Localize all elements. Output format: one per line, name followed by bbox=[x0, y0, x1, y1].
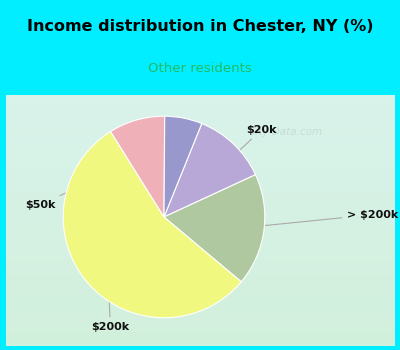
Text: $200k: $200k bbox=[91, 265, 130, 332]
Wedge shape bbox=[164, 124, 256, 217]
Text: $20k: $20k bbox=[218, 125, 277, 170]
Wedge shape bbox=[164, 116, 202, 217]
Text: Other residents: Other residents bbox=[148, 62, 252, 75]
Text: $125k: $125k bbox=[130, 125, 176, 154]
Wedge shape bbox=[63, 132, 241, 318]
Text: Income distribution in Chester, NY (%): Income distribution in Chester, NY (%) bbox=[27, 19, 373, 34]
Text: > $200k: > $200k bbox=[241, 210, 399, 228]
Text: City-Data.com: City-Data.com bbox=[248, 127, 322, 137]
Text: $50k: $50k bbox=[26, 158, 141, 210]
Wedge shape bbox=[110, 116, 165, 217]
Wedge shape bbox=[164, 175, 265, 282]
